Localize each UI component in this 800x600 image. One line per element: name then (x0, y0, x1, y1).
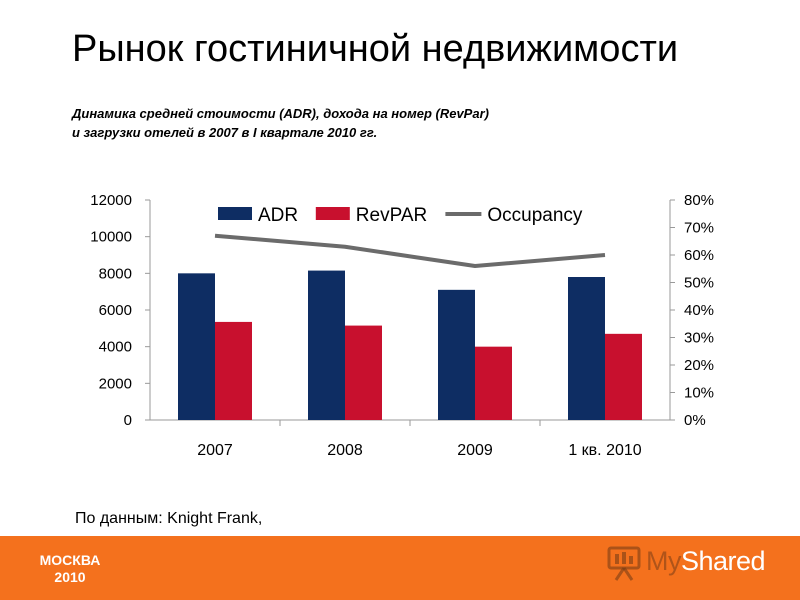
revpar-bar (215, 321, 252, 420)
x-tick-label: 1 кв. 2010 (568, 442, 641, 459)
adr-bar (438, 289, 475, 420)
y-right-tick-label: 0% (684, 412, 706, 429)
myshared-logo[interactable]: MyShared (606, 542, 776, 586)
revpar-bar (605, 333, 642, 420)
y-left-tick-label: 2000 (99, 375, 132, 392)
y-right-tick-label: 20% (684, 357, 714, 374)
x-tick-label: 2007 (197, 442, 233, 459)
page-title: Рынок гостиничной недвижимости (72, 28, 679, 70)
y-left-tick-label: 6000 (99, 302, 132, 319)
adr-bar (568, 277, 605, 420)
logo-text-my: My (646, 546, 682, 576)
revpar-legend-swatch (315, 207, 350, 220)
y-right-tick-label: 30% (684, 330, 714, 347)
revpar-bar (475, 346, 512, 420)
footer-city-year: МОСКВА 2010 (30, 552, 110, 586)
subtitle-line-2: и загрузки отелей в 2007 в I квартале 20… (72, 125, 378, 140)
footer-year: 2010 (54, 569, 86, 585)
occupancy-legend-label: Occupancy (487, 205, 583, 226)
x-tick-label: 2008 (327, 442, 363, 459)
logo-text-shared: Shared (681, 546, 766, 576)
adr-bar (178, 273, 215, 420)
logo-text: MyShared (646, 546, 766, 577)
y-right-tick-label: 40% (684, 302, 714, 319)
y-right-tick-label: 10% (684, 385, 714, 402)
y-right-tick-label: 80% (684, 192, 714, 209)
y-left-tick-label: 10000 (90, 229, 132, 246)
footer-city: МОСКВА (39, 552, 101, 568)
footer-bar: МОСКВА 2010 MyShared (0, 536, 800, 600)
revpar-bar (345, 325, 382, 420)
adr-legend-label: ADR (258, 205, 298, 226)
revpar-legend-label: RevPAR (356, 205, 427, 226)
presentation-board-icon (607, 546, 641, 581)
occupancy-line (214, 233, 606, 268)
adr-legend-swatch (218, 207, 252, 220)
x-tick-label: 2009 (457, 442, 493, 459)
adr-bar (308, 270, 345, 420)
y-left-tick-label: 12000 (90, 192, 132, 209)
chart-subtitle: Динамика средней стоимости (ADR), дохода… (72, 104, 489, 142)
y-left-tick-label: 0 (124, 412, 132, 429)
subtitle-line-1: Динамика средней стоимости (ADR), дохода… (72, 106, 489, 121)
y-left-tick-label: 4000 (99, 339, 132, 356)
y-left-tick-label: 8000 (99, 265, 132, 282)
y-right-tick-label: 70% (684, 220, 714, 237)
y-right-tick-label: 60% (684, 247, 714, 264)
y-right-tick-label: 50% (684, 275, 714, 292)
source-note: По данным: Knight Frank, (75, 510, 263, 527)
